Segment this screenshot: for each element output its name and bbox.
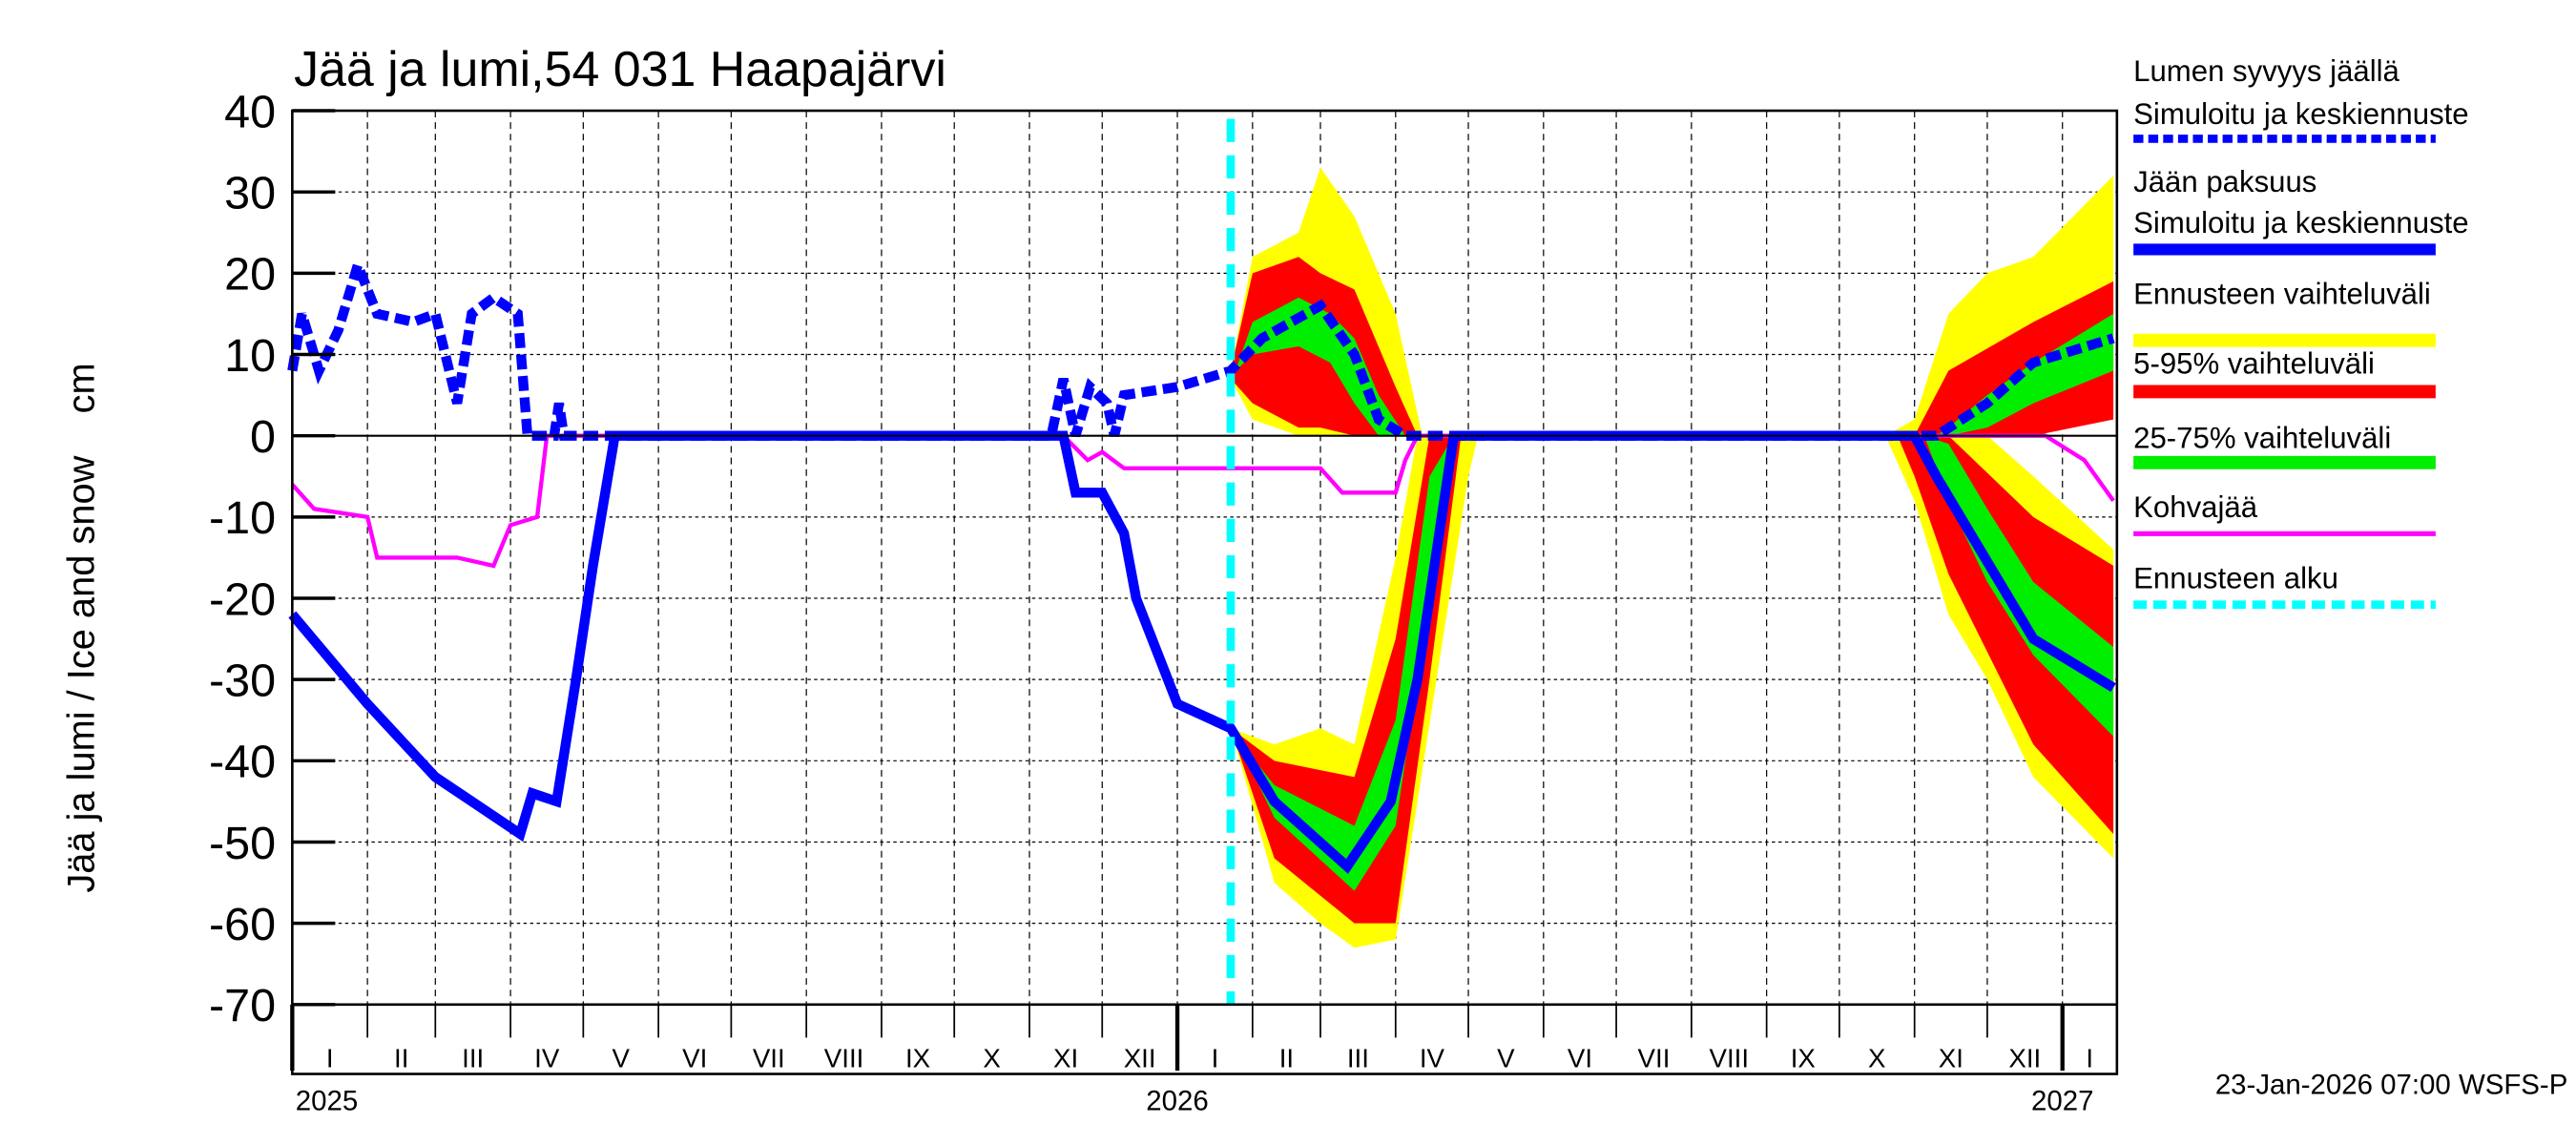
- x-month-label: VIII: [824, 1044, 864, 1073]
- x-month-label: I: [326, 1044, 334, 1073]
- y-tick-label: 30: [224, 167, 276, 219]
- series-snow-depth: [287, 250, 2115, 441]
- series-lines: [287, 118, 2116, 1005]
- x-month-label: IX: [1791, 1044, 1816, 1073]
- x-month-label: III: [462, 1044, 484, 1073]
- x-month-label: IV: [534, 1044, 560, 1073]
- x-month-label: II: [1279, 1044, 1294, 1073]
- x-month-label: X: [1868, 1044, 1885, 1073]
- y-tick-label: 20: [224, 249, 276, 301]
- y-tick-label: 10: [224, 330, 276, 382]
- y-tick-label: -50: [209, 818, 276, 869]
- y-axis-label: Jää ja lumi / Ice and snow cm: [61, 363, 103, 892]
- y-tick-label: -60: [209, 899, 276, 950]
- x-month-label: III: [1347, 1044, 1369, 1073]
- x-year-label: 2027: [2031, 1086, 2093, 1117]
- series-kohvajaa: [290, 433, 2115, 569]
- legend-label: 25-75% vaihteluväli: [2133, 421, 2391, 454]
- legend-label: 5-95% vaihteluväli: [2133, 346, 2375, 380]
- series-ice-thickness: [288, 430, 2116, 874]
- x-month-label: XII: [2008, 1044, 2041, 1073]
- x-month-label: XII: [1124, 1044, 1156, 1073]
- y-tick-label: -10: [209, 492, 276, 544]
- x-month-label: I: [1212, 1044, 1219, 1073]
- legend-label: Simuloitu ja keskiennuste: [2133, 97, 2468, 131]
- y-tick-label: -70: [209, 980, 276, 1031]
- legend-label: Jään paksuus: [2133, 165, 2316, 198]
- x-month-label: VII: [753, 1044, 785, 1073]
- legend-label: Ennusteen vaihteluväli: [2133, 278, 2431, 311]
- y-tick-label: -20: [209, 573, 276, 625]
- x-month-label: IX: [905, 1044, 930, 1073]
- x-month-label: VII: [1638, 1044, 1671, 1073]
- x-month-label: XI: [1939, 1044, 1963, 1073]
- y-tick-label: 40: [224, 86, 276, 137]
- x-month-label: V: [1497, 1044, 1515, 1073]
- chart-title: Jää ja lumi,54 031 Haapajärvi: [294, 42, 946, 97]
- legend-label: Kohvajää: [2133, 490, 2258, 524]
- legend-label: Ennusteen alku: [2133, 561, 2338, 594]
- legend: Lumen syvyys jäällä Simuloitu ja keskienn…: [2133, 54, 2469, 610]
- x-year-label: 2026: [1146, 1086, 1208, 1117]
- band-5-95: [1897, 435, 2114, 834]
- x-month-label: XI: [1053, 1044, 1078, 1073]
- legend-label: Lumen syvyys jäällä: [2133, 54, 2399, 88]
- x-month-label: II: [394, 1044, 408, 1073]
- x-month-label: I: [2086, 1044, 2093, 1073]
- x-month-label: V: [613, 1044, 631, 1073]
- x-month-label: VI: [1568, 1044, 1592, 1073]
- plot-frame: [291, 109, 2119, 1075]
- band-5-95: [1914, 281, 2114, 436]
- x-month-label: X: [983, 1044, 1000, 1073]
- grid: [292, 110, 2117, 1005]
- x-year-label: 2025: [296, 1086, 358, 1117]
- y-tick-label: -30: [209, 655, 276, 706]
- x-month-label: VIII: [1709, 1044, 1749, 1073]
- y-tick-label: -40: [209, 737, 276, 788]
- legend-label: Simuloitu ja keskiennuste: [2133, 206, 2468, 239]
- y-tick-label: 0: [250, 411, 276, 463]
- x-month-label: IV: [1420, 1044, 1445, 1073]
- footer-timestamp: 23-Jan-2026 07:00 WSFS-P: [2215, 1069, 2568, 1100]
- x-month-label: VI: [682, 1044, 707, 1073]
